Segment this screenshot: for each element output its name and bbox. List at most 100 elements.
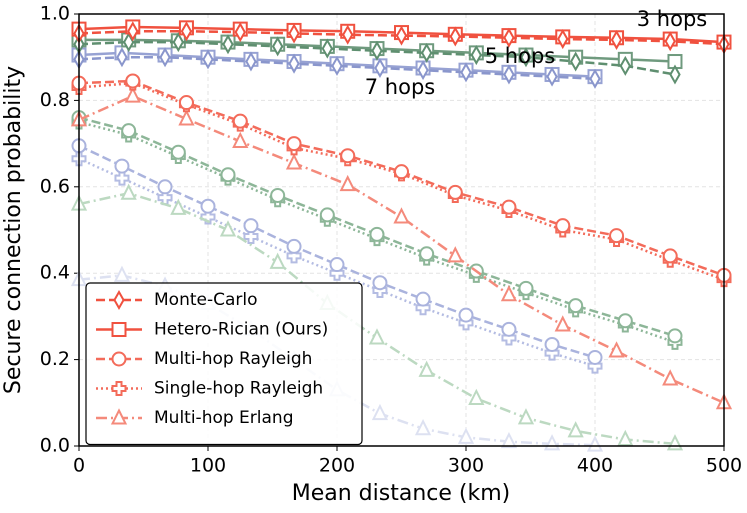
marker: [270, 187, 286, 203]
marker: [234, 22, 246, 43]
marker: [122, 32, 135, 53]
marker: [339, 174, 356, 192]
marker: [271, 36, 284, 57]
marker: [170, 198, 187, 215]
marker: [285, 153, 303, 170]
marker: [113, 265, 131, 282]
legend-label: Multi-hop Rayleigh: [154, 349, 312, 369]
marker: [520, 47, 532, 68]
marker: [202, 49, 214, 70]
marker: [222, 34, 234, 55]
marker: [419, 246, 435, 262]
annotation: 5 hops: [485, 44, 555, 68]
marker: [503, 27, 515, 48]
plot-frame: [78, 13, 725, 447]
y-tick-label: 0.4: [40, 262, 70, 284]
marker: [245, 51, 257, 72]
marker: [662, 248, 678, 264]
marker: [417, 60, 429, 81]
legend-label: Single-hop Rayleigh: [154, 379, 323, 399]
marker: [420, 42, 433, 63]
marker: [232, 131, 249, 148]
marker: [114, 158, 130, 174]
marker: [393, 207, 410, 224]
marker: [589, 68, 601, 89]
y-tick-label: 1.0: [40, 3, 70, 25]
marker: [608, 341, 625, 358]
series-line: [78, 81, 725, 281]
marker: [669, 64, 681, 85]
marker: [418, 360, 435, 377]
legend-marker: [111, 381, 127, 396]
marker: [667, 328, 683, 344]
marker: [342, 24, 354, 45]
marker: [371, 403, 389, 421]
marker: [555, 218, 571, 234]
marker: [269, 252, 286, 269]
marker: [243, 228, 259, 244]
marker: [500, 431, 518, 449]
marker: [340, 148, 356, 164]
marker: [554, 315, 571, 332]
marker: [157, 179, 173, 195]
annotation: 3 hops: [637, 7, 707, 31]
marker: [587, 349, 603, 365]
marker: [288, 53, 300, 74]
marker: [368, 328, 386, 345]
marker: [329, 257, 345, 273]
marker: [232, 113, 248, 129]
marker: [319, 207, 335, 223]
marker: [372, 275, 388, 291]
legend-box: [85, 282, 363, 446]
marker: [449, 26, 461, 47]
marker: [415, 291, 431, 307]
legend-label: Multi-hop Erlang: [154, 408, 294, 428]
marker: [557, 29, 569, 50]
marker: [114, 170, 130, 186]
marker: [447, 246, 464, 263]
marker: [664, 31, 676, 52]
marker: [395, 25, 408, 46]
marker: [170, 144, 186, 160]
marker: [124, 86, 141, 103]
marker: [220, 167, 236, 183]
marker: [331, 55, 343, 76]
marker: [457, 427, 475, 444]
marker: [610, 29, 623, 50]
marker: [518, 280, 534, 296]
x-tick-label: 0: [73, 455, 85, 477]
marker: [321, 38, 334, 59]
marker: [180, 21, 193, 42]
marker: [414, 418, 432, 436]
marker: [569, 51, 582, 72]
marker: [460, 62, 472, 83]
marker: [468, 388, 485, 405]
marker: [371, 40, 383, 61]
marker: [501, 321, 517, 337]
marker: [617, 429, 634, 447]
marker: [219, 220, 237, 237]
x-tick-label: 500: [706, 455, 742, 477]
marker: [120, 183, 137, 200]
marker: [127, 21, 139, 42]
marker: [159, 47, 171, 68]
marker: [501, 199, 517, 215]
legend-label: Monte-Carlo: [154, 290, 258, 310]
x-tick-label: 200: [319, 455, 355, 477]
marker: [200, 198, 216, 214]
marker: [116, 47, 128, 68]
legend-label: Hetero-Rician (Ours): [154, 320, 328, 340]
marker: [568, 298, 584, 314]
x-tick-label: 400: [577, 455, 613, 477]
marker: [470, 45, 483, 66]
annotation: 7 hops: [365, 75, 435, 99]
marker: [567, 421, 584, 438]
legend-marker: [111, 322, 127, 337]
marker: [178, 95, 194, 111]
marker: [503, 64, 515, 85]
y-tick-label: 0.0: [40, 435, 70, 457]
marker: [609, 228, 625, 244]
marker: [369, 226, 385, 242]
legend-marker: [110, 408, 128, 425]
